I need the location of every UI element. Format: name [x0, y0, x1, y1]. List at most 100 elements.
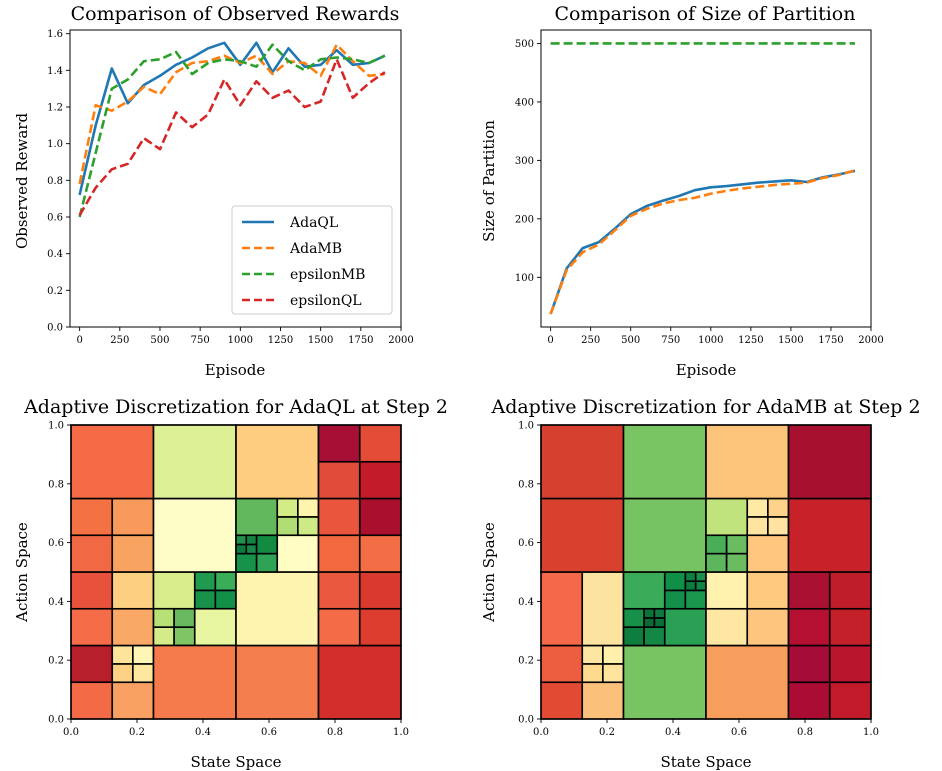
- partition-cell: [602, 663, 625, 684]
- partition-cell: [214, 571, 237, 592]
- partition-cell: [787, 644, 831, 684]
- partition-cell: [358, 424, 402, 463]
- partition-cell: [358, 607, 402, 647]
- partition-cell: [152, 497, 237, 573]
- legend-label-adamb: AdaMB: [289, 241, 342, 257]
- y-axis-label: Observed Reward: [13, 113, 31, 249]
- partition-cell: [152, 626, 175, 647]
- y-tick-label: 0.4: [518, 597, 534, 608]
- partition-cell: [540, 644, 584, 684]
- plot-area: 0 250 500 750 1000 1250 1500 1750 2000 0.0 0.2 0.4 0…: [47, 29, 414, 346]
- partition-cell: [725, 534, 749, 555]
- legend-label-epsilonmb: epsilonMB: [290, 267, 365, 283]
- partition-cell: [540, 497, 625, 573]
- partition-cell: [787, 681, 831, 720]
- partition-cell: [111, 534, 155, 573]
- partition-cell: [767, 497, 790, 518]
- x-tick-label: 1.0: [863, 727, 879, 738]
- partition-cell: [653, 607, 666, 619]
- partition-cell: [746, 571, 790, 610]
- x-tick-label: 0.8: [327, 727, 343, 738]
- y-tick-label: 0.0: [48, 715, 64, 726]
- y-tick-label: 1.0: [518, 421, 534, 432]
- partition-cell: [214, 589, 237, 610]
- partition-cell: [581, 663, 604, 684]
- partition-cell: [663, 589, 687, 610]
- y-tick-label: 0.4: [47, 249, 63, 260]
- partition-cell: [152, 424, 237, 500]
- partition-cell: [684, 580, 697, 592]
- series-group: [78, 41, 386, 218]
- partition-cell: [276, 534, 320, 573]
- partition-cell: [317, 571, 361, 610]
- partition-cell: [70, 607, 114, 647]
- partition-cell: [663, 571, 687, 592]
- partition-cell: [705, 571, 749, 610]
- panel-adaql-discretization: Adaptive Discretization for AdaQL at Ste…: [13, 396, 448, 771]
- series-group: [549, 42, 856, 315]
- partition-cell: [132, 663, 155, 684]
- y-tick-label: 0.0: [518, 715, 534, 726]
- x-tick-label: 0.6: [261, 727, 277, 738]
- partition-cell: [111, 571, 155, 610]
- y-tick-label: 300: [515, 156, 534, 167]
- partition-cell: [705, 534, 728, 555]
- partition-cell: [540, 424, 625, 500]
- x-tick-label: 1250: [738, 335, 763, 346]
- plot-area: 0.0 0.2 0.4 0.6 0.8 1.0 0.0 0.2 0.4 0.6 0.8 1.0: [48, 421, 409, 739]
- partition-cell: [245, 543, 258, 555]
- y-tick-label: 0.2: [48, 656, 64, 667]
- partition-cell: [725, 552, 749, 573]
- y-tick-label: 1.0: [47, 139, 63, 150]
- partition-cell: [70, 497, 114, 537]
- series-line-epsilonmb: [78, 43, 386, 218]
- partition-cell: [70, 644, 114, 684]
- partition-cell: [653, 617, 666, 628]
- partition-cell: [235, 571, 320, 647]
- partition-cell: [705, 497, 749, 537]
- partition-cell: [705, 552, 728, 573]
- partition-cell: [622, 497, 707, 573]
- partition-cell: [317, 460, 361, 500]
- x-tick-label: 0.4: [665, 727, 681, 738]
- x-tick-label: 1250: [268, 335, 293, 346]
- partition-cell: [684, 571, 697, 582]
- x-axis-label: Episode: [676, 361, 737, 379]
- partition-cell: [255, 552, 279, 573]
- y-tick-label: 1.6: [47, 29, 63, 40]
- x-tick-label: 1750: [348, 335, 373, 346]
- partition-cell: [622, 626, 645, 647]
- x-tick-label: 750: [191, 335, 210, 346]
- partition-cell: [317, 534, 361, 573]
- x-tick-label: 0.2: [129, 727, 145, 738]
- partition-cell: [663, 607, 707, 647]
- partition-cell: [705, 607, 749, 647]
- y-axis-label: Action Space: [13, 522, 31, 623]
- partition-cell: [358, 571, 402, 610]
- partition-cell: [111, 663, 134, 684]
- y-tick-label: 0.4: [48, 597, 64, 608]
- legend-frame: [231, 205, 393, 315]
- series-line-adamb: [78, 43, 386, 185]
- x-tick-label: 2000: [858, 335, 883, 346]
- x-tick-label: 1.0: [393, 727, 409, 738]
- partition-cell: [317, 607, 361, 647]
- y-tick-label: 100: [515, 273, 534, 284]
- partition-cell: [235, 543, 248, 555]
- partition-cell: [540, 681, 584, 720]
- partition-cell: [694, 580, 707, 592]
- x-axis-label: State Space: [190, 753, 281, 771]
- plot-frame: [70, 424, 402, 720]
- partition-cell: [111, 681, 155, 720]
- chart-title: Adaptive Discretization for AdaMB at Ste…: [490, 396, 920, 418]
- partition-cell: [622, 424, 707, 500]
- partition-cell: [297, 497, 320, 518]
- y-tick-label: 0.8: [47, 176, 63, 187]
- partition-cell: [152, 607, 175, 628]
- partition-cell: [317, 424, 361, 463]
- x-axis-label: Episode: [205, 361, 266, 379]
- plot-area: 0 250 500 750 1000 1250 1500 1750 2000 100 200 300 4…: [515, 29, 884, 346]
- partition-cell: [602, 644, 625, 665]
- partition-cell: [173, 607, 196, 628]
